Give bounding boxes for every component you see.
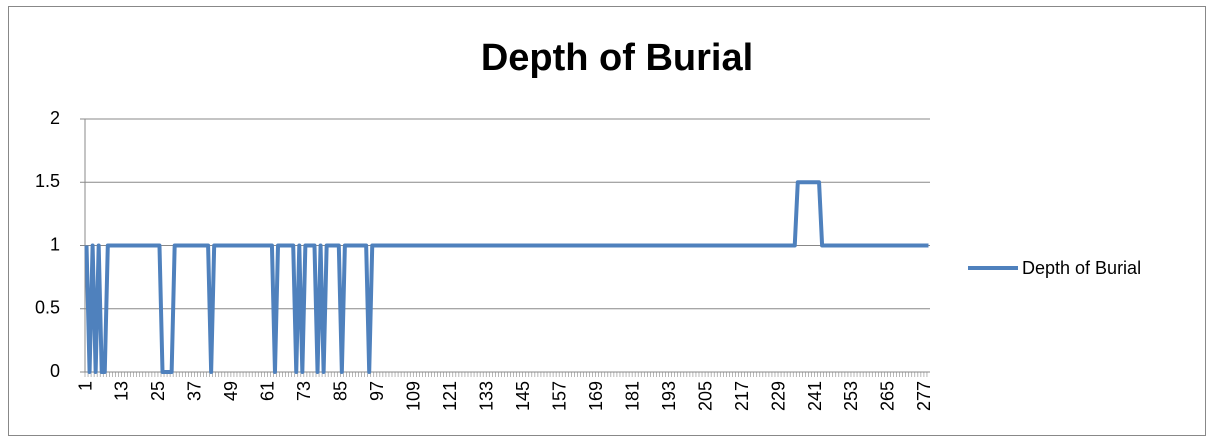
x-tick-label: 157 xyxy=(549,381,569,411)
x-tick-label: 277 xyxy=(914,381,934,411)
y-tick-label: 0.5 xyxy=(35,298,60,318)
x-tick-label: 1 xyxy=(75,381,95,391)
x-tick-label: 265 xyxy=(878,381,898,411)
y-tick-label: 2 xyxy=(50,108,60,128)
x-tick-label: 133 xyxy=(476,381,496,411)
x-tick-label: 109 xyxy=(404,381,424,411)
x-tick-label: 181 xyxy=(622,381,642,411)
x-tick-label: 253 xyxy=(841,381,861,411)
x-tick-label: 229 xyxy=(768,381,788,411)
x-tick-label: 145 xyxy=(513,381,533,411)
chart-title: Depth of Burial xyxy=(481,37,753,79)
x-tick-label: 85 xyxy=(331,381,351,401)
y-tick-label: 0 xyxy=(50,361,60,381)
x-tick-label: 217 xyxy=(732,381,752,411)
x-tick-label: 241 xyxy=(805,381,825,411)
x-tick-label: 97 xyxy=(367,381,387,401)
legend-label: Depth of Burial xyxy=(1022,258,1141,278)
x-tick-label: 73 xyxy=(294,381,314,401)
x-tick-label: 61 xyxy=(258,381,278,401)
y-tick-label: 1 xyxy=(50,234,60,254)
x-tick-label: 121 xyxy=(440,381,460,411)
series-line xyxy=(84,180,929,374)
x-tick-label: 25 xyxy=(148,381,168,401)
x-tick-label: 49 xyxy=(221,381,241,401)
x-tick-label: 205 xyxy=(695,381,715,411)
x-tick-label: 193 xyxy=(659,381,679,411)
x-tick-label: 37 xyxy=(185,381,205,401)
chart-border xyxy=(8,6,1206,436)
x-tick-label: 169 xyxy=(586,381,606,411)
x-tick-label: 13 xyxy=(112,381,132,401)
y-tick-label: 1.5 xyxy=(35,171,60,191)
